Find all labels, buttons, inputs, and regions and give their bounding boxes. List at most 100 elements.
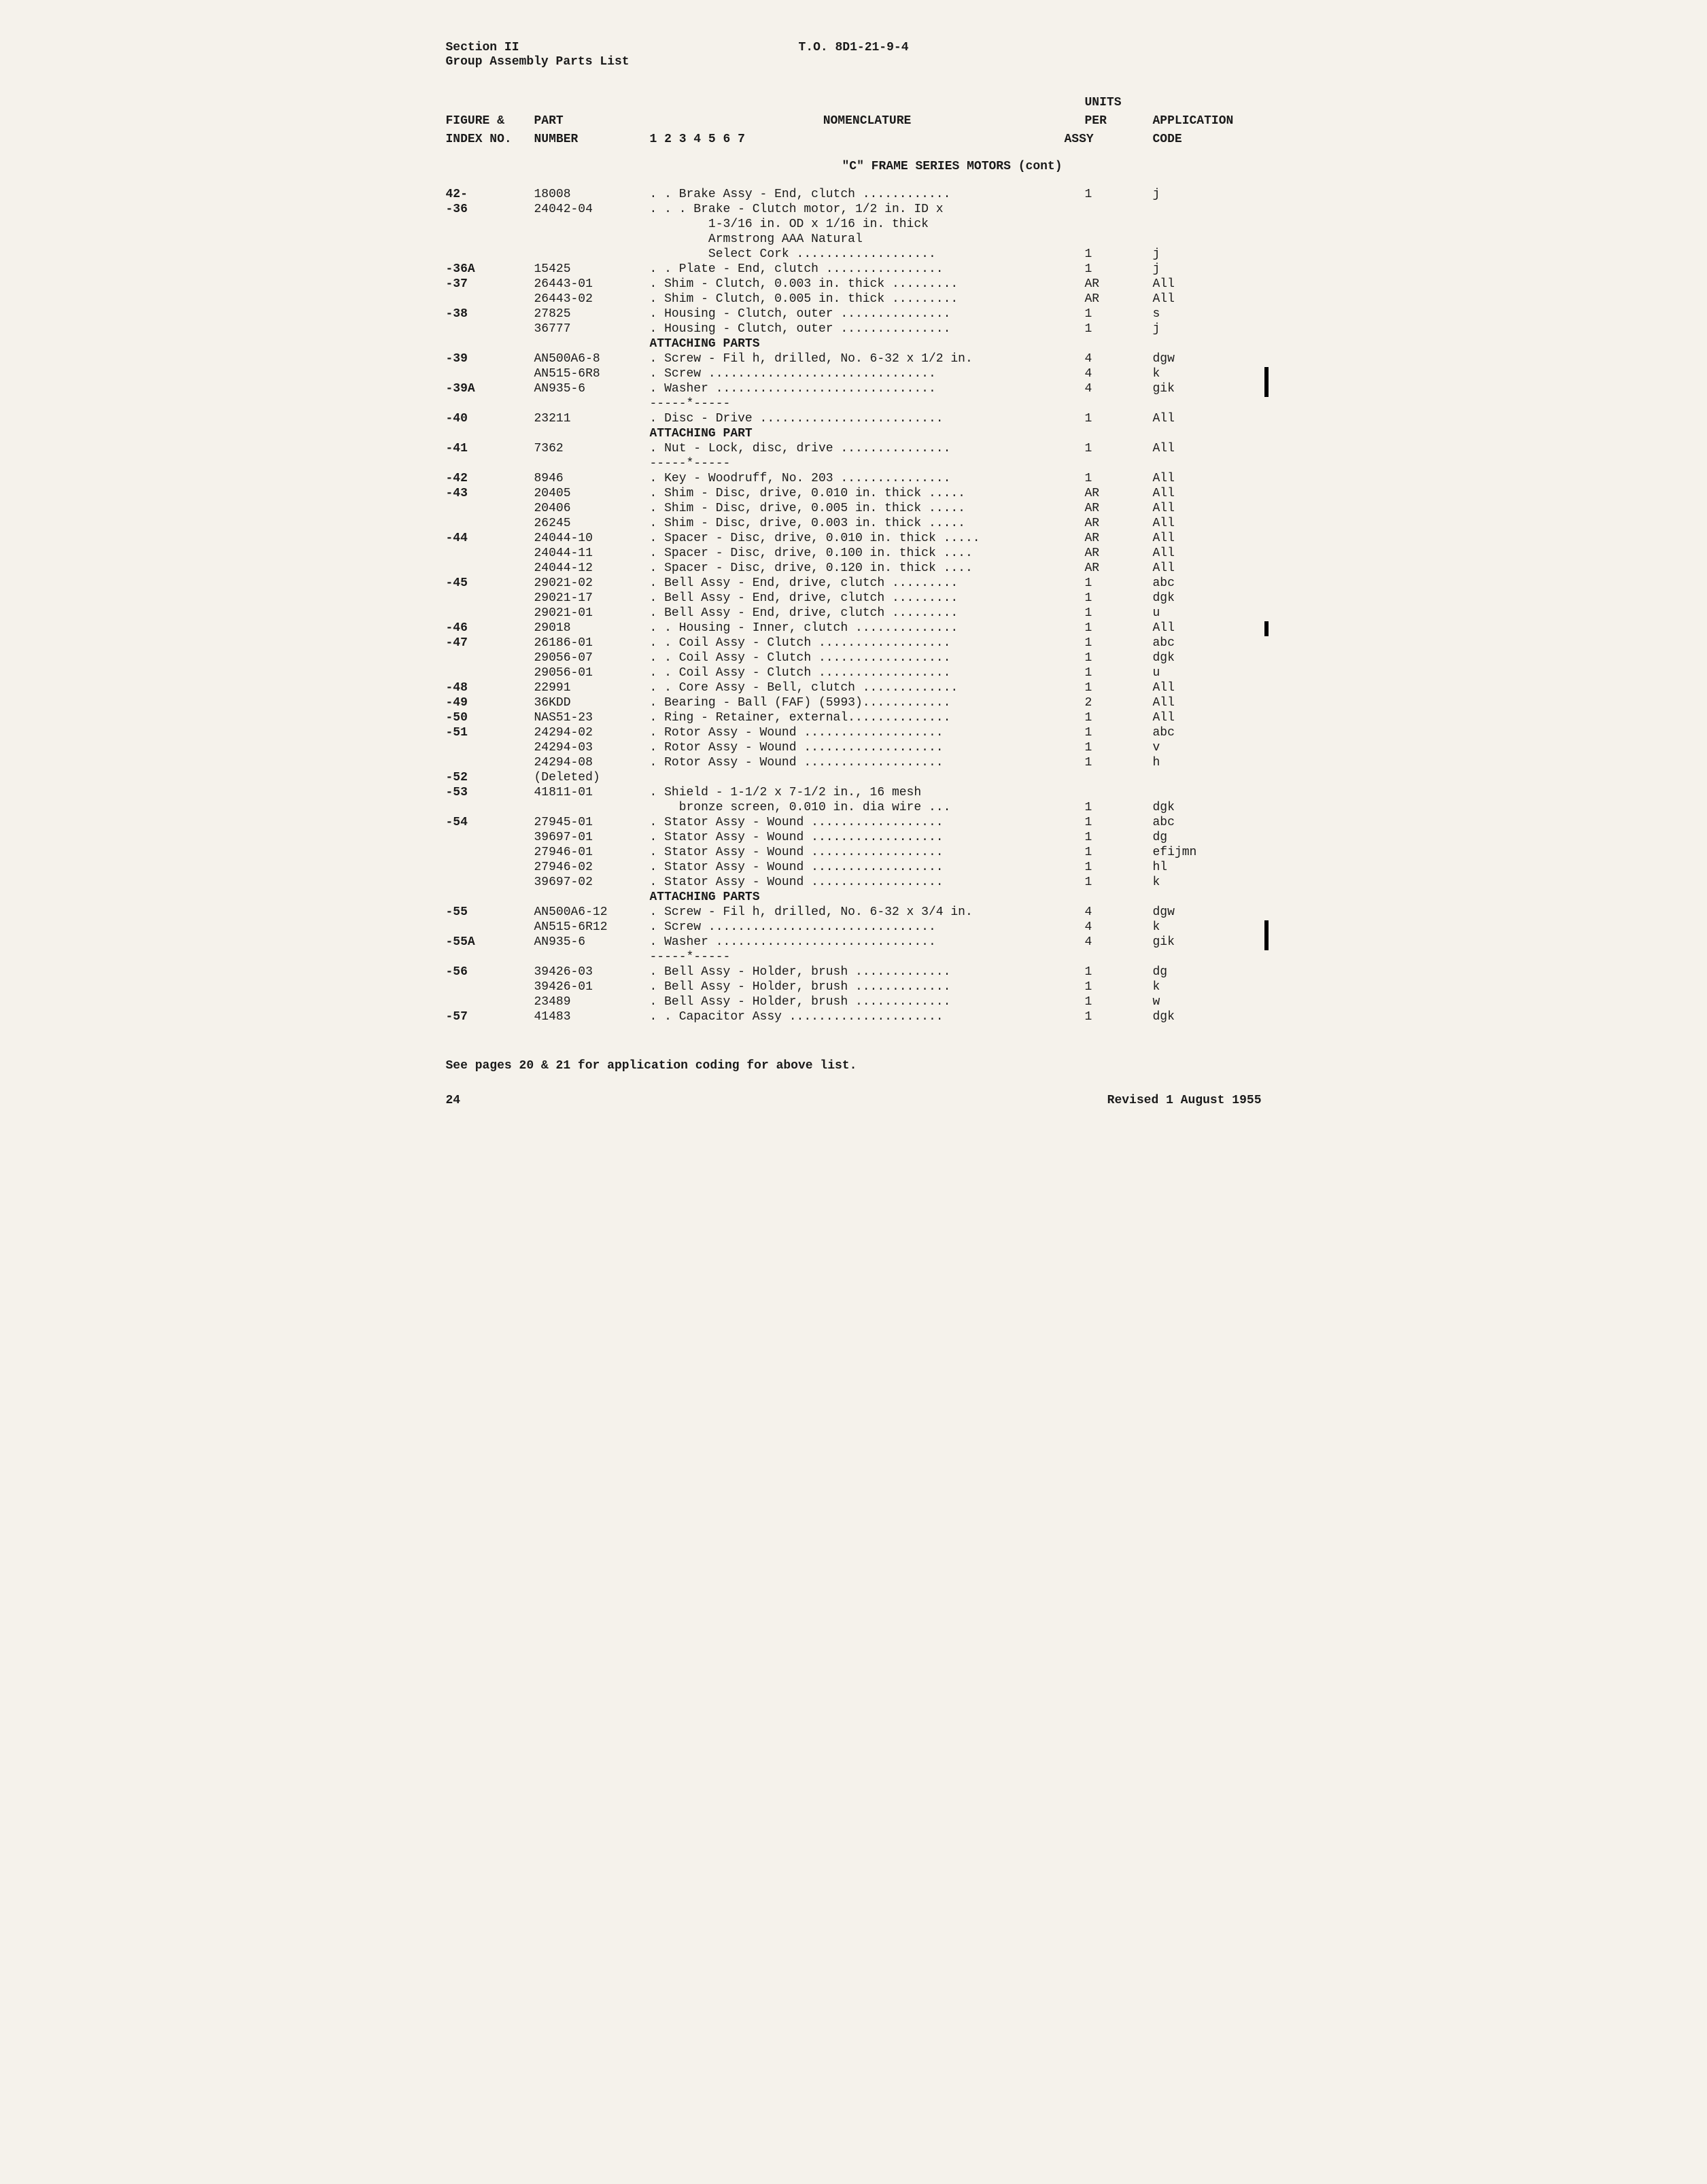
- cell-units: AR: [1085, 487, 1153, 502]
- cell-application: [1153, 786, 1262, 801]
- cell-units: 1: [1085, 1010, 1153, 1025]
- cell-index: [446, 980, 534, 995]
- cell-units: [1085, 771, 1153, 786]
- cell-application: j: [1153, 322, 1262, 337]
- cell-units: 1: [1085, 995, 1153, 1010]
- cell-application: All: [1153, 681, 1262, 696]
- table-row: 36777. Housing - Clutch, outer .........…: [446, 322, 1262, 337]
- table-row: ATTACHING PART: [446, 427, 1262, 442]
- cell-index: [446, 831, 534, 846]
- table-row: -417362. Nut - Lock, disc, drive .......…: [446, 442, 1262, 457]
- cell-units: [1085, 337, 1153, 352]
- table-row: -4936KDD. Bearing - Ball (FAF) (5993)...…: [446, 696, 1262, 711]
- cell-nomenclature: . Shim - Disc, drive, 0.005 in. thick ..…: [643, 502, 1085, 517]
- cell-part: [534, 218, 643, 232]
- cell-units: AR: [1085, 561, 1153, 576]
- table-row: -50NAS51-23. Ring - Retainer, external..…: [446, 711, 1262, 726]
- col-app-hdr1: APPLICATION: [1153, 114, 1262, 128]
- page-header: Section II Group Assembly Parts List T.O…: [446, 41, 1262, 69]
- table-row: -5341811-01. Shield - 1-1/2 x 7-1/2 in.,…: [446, 786, 1262, 801]
- column-headers-row3: INDEX NO. NUMBER 1 2 3 4 5 6 7 ASSY CODE: [446, 133, 1262, 147]
- cell-nomenclature: Armstrong AAA Natural: [643, 232, 1085, 247]
- cell-nomenclature: . Bell Assy - Holder, brush ............…: [643, 980, 1085, 995]
- cell-nomenclature: . . Plate - End, clutch ................: [643, 262, 1085, 277]
- table-row: -----*-----: [446, 397, 1262, 412]
- table-row: -39AN500A6-8. Screw - Fil h, drilled, No…: [446, 352, 1262, 367]
- cell-units: 1: [1085, 442, 1153, 457]
- cell-index: [446, 232, 534, 247]
- cell-application: gik: [1153, 382, 1269, 397]
- cell-nomenclature: . Disc - Drive .........................: [643, 412, 1085, 427]
- cell-units: 1: [1085, 307, 1153, 322]
- cell-index: -46: [446, 621, 534, 636]
- cell-units: [1085, 203, 1153, 218]
- table-row: 27946-02. Stator Assy - Wound ..........…: [446, 861, 1262, 876]
- table-row: -4424044-10. Spacer - Disc, drive, 0.010…: [446, 532, 1262, 547]
- cell-index: [446, 756, 534, 771]
- cell-units: 1: [1085, 412, 1153, 427]
- cell-units: 1: [1085, 651, 1153, 666]
- header-left: Section II Group Assembly Parts List: [446, 41, 715, 69]
- cell-part: [534, 337, 643, 352]
- cell-nomenclature: . Bell Assy - Holder, brush ............…: [643, 965, 1085, 980]
- cell-index: -39: [446, 352, 534, 367]
- cell-index: [446, 367, 534, 382]
- col-nomen-hdr2: 1 2 3 4 5 6 7: [643, 133, 1065, 147]
- col-app-hdr2: CODE: [1133, 133, 1262, 147]
- col-units-hdr2: PER: [1085, 114, 1153, 128]
- table-row: 24294-03. Rotor Assy - Wound ...........…: [446, 741, 1262, 756]
- cell-index: [446, 741, 534, 756]
- table-row: 24044-11. Spacer - Disc, drive, 0.100 in…: [446, 547, 1262, 561]
- cell-application: gik: [1153, 935, 1269, 950]
- col-index-hdr1: FIGURE &: [446, 114, 534, 128]
- cell-index: [446, 890, 534, 905]
- cell-application: h: [1153, 756, 1262, 771]
- col-index-hdr: [446, 96, 534, 110]
- cell-index: [446, 591, 534, 606]
- cell-index: [446, 502, 534, 517]
- section-label: Section II: [446, 41, 715, 55]
- table-row: -4529021-02. Bell Assy - End, drive, clu…: [446, 576, 1262, 591]
- cell-index: -57: [446, 1010, 534, 1025]
- group-title: "C" FRAME SERIES MOTORS (cont): [643, 160, 1262, 174]
- cell-application: v: [1153, 741, 1262, 756]
- cell-nomenclature: . Rotor Assy - Wound ...................: [643, 741, 1085, 756]
- cell-units: 4: [1085, 935, 1153, 950]
- table-row: 29021-01. Bell Assy - End, drive, clutch…: [446, 606, 1262, 621]
- cell-application: dgk: [1153, 651, 1262, 666]
- cell-part: AN935-6: [534, 935, 643, 950]
- cell-index: [446, 876, 534, 890]
- cell-units: [1085, 890, 1153, 905]
- cell-application: All: [1153, 277, 1262, 292]
- cell-nomenclature: . Nut - Lock, disc, drive ..............…: [643, 442, 1085, 457]
- cell-index: [446, 846, 534, 861]
- table-row: -4822991. . Core Assy - Bell, clutch ...…: [446, 681, 1262, 696]
- cell-application: u: [1153, 666, 1262, 681]
- table-row: -39AAN935-6. Washer ....................…: [446, 382, 1262, 397]
- cell-units: 1: [1085, 591, 1153, 606]
- table-row: 26443-02. Shim - Clutch, 0.005 in. thick…: [446, 292, 1262, 307]
- table-row: 39697-02. Stator Assy - Wound ..........…: [446, 876, 1262, 890]
- cell-index: [446, 995, 534, 1010]
- table-row: 24294-08. Rotor Assy - Wound ...........…: [446, 756, 1262, 771]
- table-row: 42-18008. . Brake Assy - End, clutch ...…: [446, 188, 1262, 203]
- cell-index: [446, 427, 534, 442]
- cell-part: 36777: [534, 322, 643, 337]
- cell-units: [1085, 457, 1153, 472]
- cell-nomenclature: . . Coil Assy - Clutch .................…: [643, 651, 1085, 666]
- cell-part: NAS51-23: [534, 711, 643, 726]
- cell-part: 27946-02: [534, 861, 643, 876]
- cell-index: -55: [446, 905, 534, 920]
- cell-application: All: [1153, 502, 1262, 517]
- cell-units: 1: [1085, 831, 1153, 846]
- cell-units: 1: [1085, 247, 1153, 262]
- cell-part: 15425: [534, 262, 643, 277]
- cell-nomenclature: . Housing - Clutch, outer ..............…: [643, 307, 1085, 322]
- table-row: Select Cork ...................1j: [446, 247, 1262, 262]
- cell-application: [1153, 218, 1262, 232]
- col-units-hdr3: ASSY: [1065, 133, 1133, 147]
- footer-note: See pages 20 & 21 for application coding…: [446, 1059, 1262, 1073]
- table-row: 29056-07. . Coil Assy - Clutch .........…: [446, 651, 1262, 666]
- cell-nomenclature: . Bell Assy - End, drive, clutch .......…: [643, 591, 1085, 606]
- cell-nomenclature: . Rotor Assy - Wound ...................: [643, 756, 1085, 771]
